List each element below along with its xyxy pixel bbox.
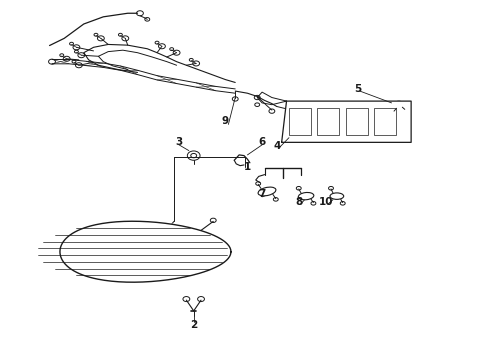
Bar [289,108,311,135]
Text: 3: 3 [175,138,183,147]
Text: 2: 2 [190,320,197,330]
Text: 6: 6 [259,138,266,147]
Text: 1: 1 [244,162,251,172]
Ellipse shape [258,187,276,196]
Text: 7: 7 [258,189,266,199]
Text: 9: 9 [222,116,229,126]
Bar [318,108,339,135]
Text: 4: 4 [273,141,280,151]
Text: 8: 8 [295,197,302,207]
Polygon shape [60,221,231,282]
Text: 10: 10 [318,197,333,207]
Ellipse shape [298,193,314,200]
Bar [345,108,368,135]
Text: 5: 5 [354,84,361,94]
Ellipse shape [330,193,343,199]
Bar [374,108,396,135]
Polygon shape [282,101,411,142]
